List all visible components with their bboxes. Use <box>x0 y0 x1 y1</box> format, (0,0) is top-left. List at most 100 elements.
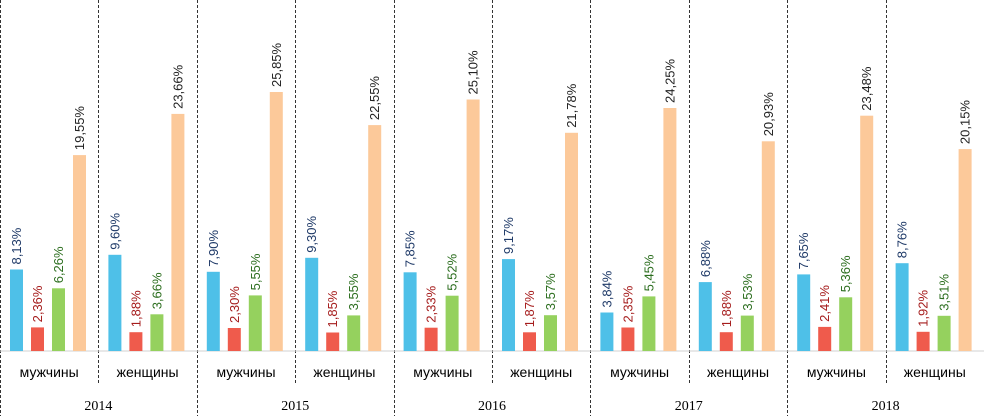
data-label: 6,26% <box>51 246 66 283</box>
bar <box>108 254 122 351</box>
bar <box>248 295 262 351</box>
data-label: 25,10% <box>466 50 481 95</box>
data-label: 23,66% <box>170 64 185 109</box>
bar <box>860 115 874 351</box>
data-label: 25,85% <box>269 42 284 87</box>
data-label: 22,55% <box>367 76 382 121</box>
data-label: 5,55% <box>248 253 263 290</box>
bar <box>466 99 480 351</box>
data-label: 3,84% <box>599 270 614 307</box>
bar <box>544 315 557 351</box>
bar <box>600 312 614 351</box>
data-label: 7,85% <box>403 230 418 267</box>
bar <box>818 326 832 351</box>
data-label: 8,76% <box>895 221 910 258</box>
bar <box>269 92 283 351</box>
bar <box>958 149 972 351</box>
data-label: 2,41% <box>817 285 832 322</box>
data-label: 2,35% <box>620 285 635 322</box>
data-label: 5,36% <box>838 255 853 292</box>
data-label: 21,78% <box>564 83 579 128</box>
data-label: 1,88% <box>128 290 143 327</box>
data-label: 3,51% <box>937 273 952 310</box>
bar <box>73 155 86 351</box>
gender-label: мужчины <box>20 364 79 380</box>
year-label: 2016 <box>478 399 506 414</box>
data-label: 7,90% <box>206 229 221 266</box>
data-label: 3,55% <box>346 273 361 310</box>
data-label: 9,17% <box>501 217 516 254</box>
data-label: 20,15% <box>958 100 973 145</box>
data-label: 2,33% <box>424 285 439 322</box>
data-label: 5,52% <box>445 253 460 290</box>
data-label: 23,48% <box>859 66 874 111</box>
bar <box>502 259 515 351</box>
bar <box>916 331 930 351</box>
year-label: 2018 <box>872 399 900 414</box>
data-label: 1,87% <box>522 290 537 327</box>
bar <box>797 274 811 351</box>
gender-label: женщины <box>510 364 572 380</box>
bar <box>621 327 635 351</box>
data-label: 6,88% <box>698 240 713 277</box>
data-label: 9,30% <box>304 215 319 252</box>
bar <box>368 125 382 351</box>
gender-label: женщины <box>707 364 769 380</box>
bar <box>206 271 220 351</box>
bar <box>347 315 361 351</box>
data-label: 3,57% <box>543 273 558 310</box>
gender-label: женщины <box>904 364 966 380</box>
gender-label: мужчины <box>216 364 275 380</box>
bar <box>937 315 951 351</box>
bar <box>719 332 733 351</box>
gender-label: женщины <box>117 364 179 380</box>
data-label: 9,60% <box>107 212 122 249</box>
bar <box>305 257 319 351</box>
bar <box>326 332 340 351</box>
bars <box>10 92 972 352</box>
bar <box>839 297 853 351</box>
data-label: 8,13% <box>9 227 24 264</box>
data-labels: 8,13% 2,36% 6,26% 19,55% 9,60% 1,88% 3,66% 23,6… <box>9 42 973 327</box>
data-label: 3,66% <box>149 272 164 309</box>
bar <box>698 282 712 351</box>
bar <box>642 296 656 351</box>
bar <box>150 314 164 351</box>
gender-label: мужчины <box>807 364 866 380</box>
gender-label: мужчины <box>610 364 669 380</box>
bar <box>663 108 677 351</box>
year-label: 2014 <box>84 399 112 414</box>
gender-label: мужчины <box>413 364 472 380</box>
data-label: 2,30% <box>227 286 242 323</box>
bar <box>740 315 754 351</box>
data-label: 19,55% <box>72 106 87 151</box>
data-label: 1,92% <box>916 289 931 326</box>
bar <box>171 113 185 352</box>
bar <box>565 132 578 351</box>
data-label: 1,85% <box>325 290 340 327</box>
data-label: 24,25% <box>662 58 677 103</box>
data-label: 20,93% <box>761 92 776 137</box>
bar <box>445 295 459 351</box>
data-label: 2,36% <box>30 285 45 322</box>
category-axis: мужчины женщины 2014 мужчины женщины 2015 мужч… <box>20 364 966 414</box>
gender-label: женщины <box>313 364 375 380</box>
data-label: 1,88% <box>719 290 734 327</box>
bar <box>523 332 536 351</box>
data-label: 3,53% <box>740 273 755 310</box>
bar <box>895 263 909 351</box>
bar <box>31 327 44 351</box>
data-label: 7,65% <box>796 232 811 269</box>
bar <box>403 272 417 351</box>
bar <box>227 328 241 351</box>
year-label: 2017 <box>675 399 703 414</box>
year-label: 2015 <box>281 399 309 414</box>
bar <box>52 288 65 351</box>
bar <box>10 269 23 351</box>
bar <box>129 332 143 351</box>
bar <box>761 141 775 351</box>
bar <box>424 327 438 351</box>
data-label: 5,45% <box>641 254 656 291</box>
